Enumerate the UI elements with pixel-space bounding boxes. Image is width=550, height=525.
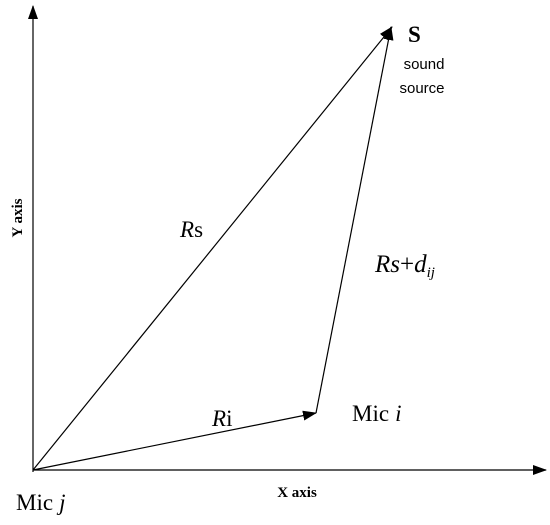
label-part: s bbox=[194, 217, 203, 242]
label-part: + bbox=[400, 251, 414, 278]
label-part: Mic bbox=[352, 401, 389, 426]
label-part: Rs bbox=[374, 251, 400, 278]
label-part: R bbox=[211, 406, 226, 431]
label-part: i bbox=[395, 401, 401, 426]
label-part: Mic bbox=[16, 490, 53, 515]
x-axis-label: X axis bbox=[277, 485, 317, 501]
label-part: i bbox=[226, 406, 232, 431]
source-label: S bbox=[408, 22, 421, 47]
label-part: ij bbox=[427, 265, 435, 281]
label-ri: Ri bbox=[211, 406, 232, 431]
label-part: j bbox=[56, 490, 65, 515]
vector-rs-dij bbox=[315, 26, 394, 414]
mic-j-label: Mic j bbox=[16, 490, 65, 515]
mic-i-label: Mic i bbox=[352, 401, 401, 426]
label-rs: Rs bbox=[179, 217, 203, 242]
vector-ri bbox=[32, 410, 317, 471]
label-part: d bbox=[414, 251, 427, 278]
source-caption: sound bbox=[404, 56, 445, 73]
y-axis-label: Y axis bbox=[10, 198, 26, 237]
label-rs-dij: Rs+dij bbox=[374, 251, 435, 281]
label-part: R bbox=[179, 217, 194, 242]
vector-rs bbox=[32, 26, 393, 471]
source-caption: source bbox=[399, 80, 444, 97]
